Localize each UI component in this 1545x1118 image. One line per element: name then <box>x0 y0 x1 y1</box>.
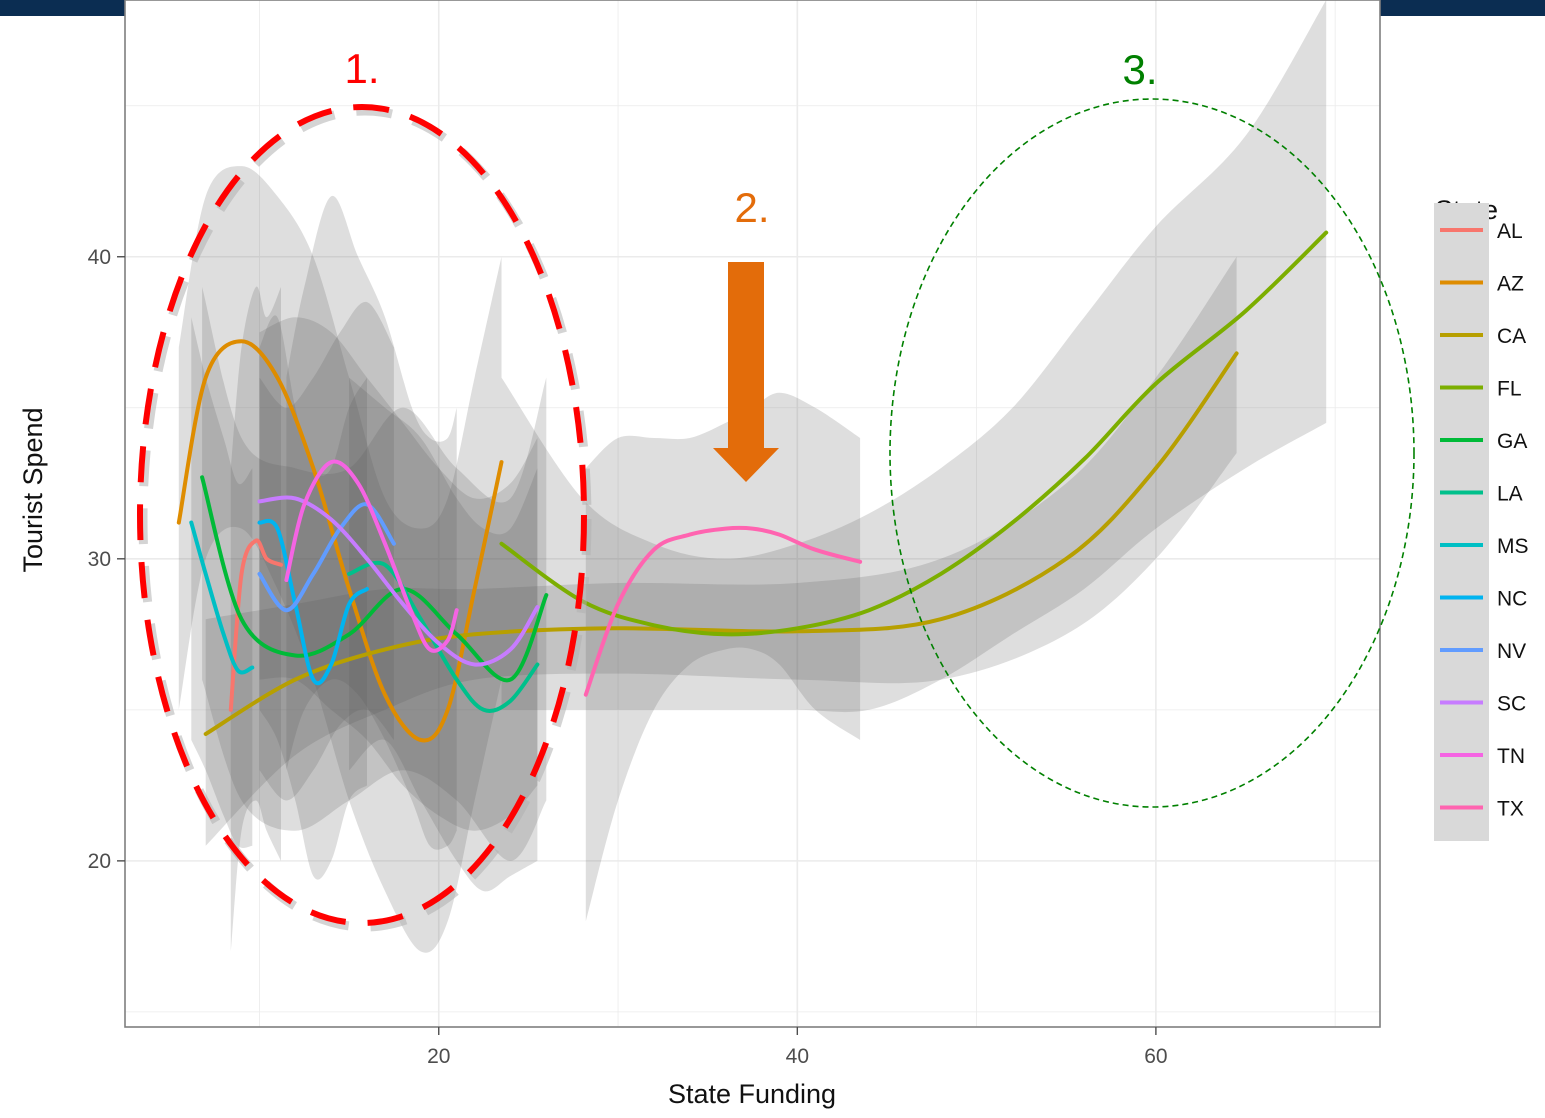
y-tick-label: 20 <box>88 850 111 873</box>
annotation-arrow-2 <box>713 262 779 482</box>
annotations: 1. 2. 3. <box>137 45 1415 932</box>
x-tick-label: 40 <box>786 1045 809 1068</box>
series-line-ga <box>200 475 549 683</box>
y-tick-label: 30 <box>88 548 111 571</box>
legend-label-nv: NV <box>1497 640 1526 663</box>
series-line-nc <box>257 518 369 686</box>
x-tick-label: 20 <box>427 1045 450 1068</box>
series-line-al <box>228 538 283 712</box>
legend-key-background <box>1434 203 1489 841</box>
legend-label-fl: FL <box>1497 378 1522 401</box>
legend-label-ms: MS <box>1497 535 1529 558</box>
legend-label-ca: CA <box>1497 325 1526 348</box>
legend-label-az: AZ <box>1497 273 1524 296</box>
grid-lines <box>125 0 1380 1027</box>
annotation-label-3: 3. <box>1122 46 1157 93</box>
ribbon-fl <box>501 0 1327 713</box>
annotation-label-1: 1. <box>344 45 379 92</box>
y-tick-label: 40 <box>88 246 111 269</box>
y-axis-title: Tourist Spend <box>18 407 48 572</box>
ribbon-ga <box>202 287 547 861</box>
series-line-az <box>176 339 504 743</box>
x-axis: 20 40 60 <box>427 1027 1168 1068</box>
annotation-ellipse-1-outline <box>137 104 587 926</box>
plot-background <box>125 0 1380 1027</box>
series-line-fl <box>499 230 1329 637</box>
series-line-la <box>347 560 540 713</box>
annotation-ellipse-3 <box>889 98 1415 808</box>
legend-label-ga: GA <box>1497 430 1527 453</box>
legend-label-la: LA <box>1497 483 1523 506</box>
legend-label-al: AL <box>1497 220 1523 243</box>
annotation-label-2: 2. <box>734 184 769 231</box>
series-line-tx <box>583 525 863 697</box>
series-line-ca <box>203 351 1239 736</box>
y-axis: 20 30 40 <box>88 246 125 873</box>
panel-border <box>124 0 1381 1028</box>
x-axis-title: State Funding <box>668 1079 836 1109</box>
ribbon-tx <box>585 392 861 922</box>
ribbon-al <box>230 286 281 952</box>
legend-label-tx: TX <box>1497 798 1524 821</box>
ribbon-ca <box>205 256 1237 846</box>
ribbon-tn <box>286 195 457 850</box>
ribbon-la <box>349 377 538 892</box>
legend-label-nc: NC <box>1497 588 1527 611</box>
legend-label-sc: SC <box>1497 693 1526 716</box>
ribbon-nc <box>259 315 367 880</box>
series-lines <box>176 230 1329 743</box>
x-tick-label: 60 <box>1144 1045 1167 1068</box>
legend-label-tn: TN <box>1497 745 1525 768</box>
series-line-tn <box>284 459 459 653</box>
series-line-ms <box>189 520 255 675</box>
